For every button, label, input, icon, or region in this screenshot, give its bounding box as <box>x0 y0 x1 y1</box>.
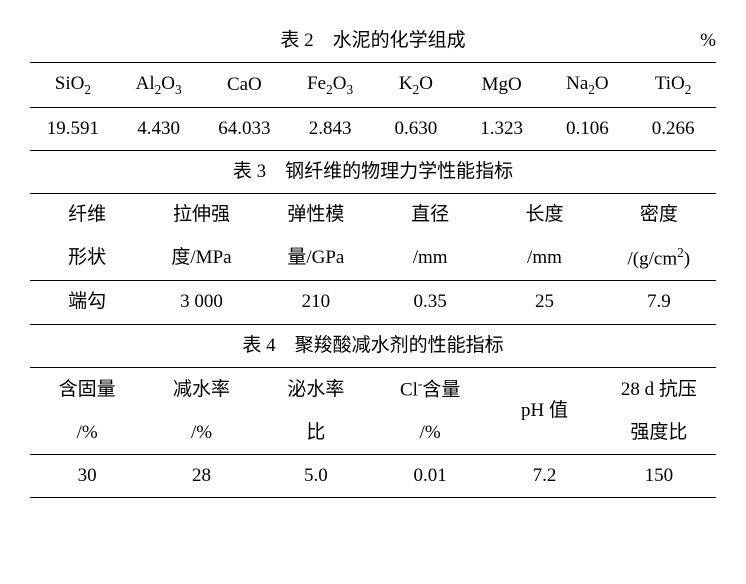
table3-caption: 表 3 钢纤维的物理力学性能指标 <box>30 157 716 187</box>
t4-h1-3: Cl-含量 <box>373 368 487 412</box>
t3-h2-5: /(g/cm2) <box>602 237 716 281</box>
t4-h1-2: 泌水率 <box>259 368 373 412</box>
t3-h2-3: /mm <box>373 237 487 281</box>
table2-h0: SiO2 <box>30 63 116 107</box>
t3-h1-5: 密度 <box>602 194 716 237</box>
table2-v0: 19.591 <box>30 107 116 150</box>
table3-title: 表 3 钢纤维的物理力学性能指标 <box>233 161 513 182</box>
table3-header-row1: 纤维 拉伸强 弹性模 直径 长度 密度 <box>30 194 716 237</box>
table2-v4: 0.630 <box>373 107 459 150</box>
table3: 纤维 拉伸强 弹性模 直径 长度 密度 形状 度/MPa 量/GPa /mm /… <box>30 193 716 324</box>
t4-v5: 150 <box>602 455 716 498</box>
table2-caption: 表 2 水泥的化学组成 % <box>30 26 716 56</box>
t4-h1-5: 28 d 抗压 <box>602 368 716 412</box>
table2-v2: 64.033 <box>202 107 288 150</box>
t3-h1-1: 拉伸强 <box>144 194 258 237</box>
table2-v6: 0.106 <box>545 107 631 150</box>
table4-data-row: 30 28 5.0 0.01 7.2 150 <box>30 455 716 498</box>
table2: SiO2 Al2O3 CaO Fe2O3 K2O MgO Na2O TiO2 1… <box>30 62 716 151</box>
table2-h6: Na2O <box>545 63 631 107</box>
table2-data-row: 19.591 4.430 64.033 2.843 0.630 1.323 0.… <box>30 107 716 150</box>
t3-v3: 0.35 <box>373 281 487 324</box>
table2-h3: Fe2O3 <box>287 63 373 107</box>
t4-h2-0: /% <box>30 412 144 455</box>
table2-h5: MgO <box>459 63 545 107</box>
t4-h1-0: 含固量 <box>30 368 144 412</box>
table4-title: 表 4 聚羧酸减水剂的性能指标 <box>242 335 503 356</box>
t3-v2: 210 <box>259 281 373 324</box>
table2-h1: Al2O3 <box>116 63 202 107</box>
t4-h2-2: 比 <box>259 412 373 455</box>
t4-h2-1: /% <box>144 412 258 455</box>
t3-v0: 端勾 <box>30 281 144 324</box>
table4-header-row2: /% /% 比 /% 强度比 <box>30 412 716 455</box>
table2-h2: CaO <box>202 63 288 107</box>
table2-header-row: SiO2 Al2O3 CaO Fe2O3 K2O MgO Na2O TiO2 <box>30 63 716 107</box>
t3-h2-1: 度/MPa <box>144 237 258 281</box>
table2-v5: 1.323 <box>459 107 545 150</box>
t4-v2: 5.0 <box>259 455 373 498</box>
t3-h2-0: 形状 <box>30 237 144 281</box>
table2-v1: 4.430 <box>116 107 202 150</box>
table2-title: 表 2 水泥的化学组成 <box>280 30 465 51</box>
t4-h1-1: 减水率 <box>144 368 258 412</box>
table4: 含固量 减水率 泌水率 Cl-含量 pH 值 28 d 抗压 /% /% 比 /… <box>30 367 716 498</box>
table2-v7: 0.266 <box>630 107 716 150</box>
t3-v5: 7.9 <box>602 281 716 324</box>
t4-v4: 7.2 <box>487 455 601 498</box>
t3-h2-4: /mm <box>487 237 601 281</box>
t3-h1-3: 直径 <box>373 194 487 237</box>
t4-h2-3: /% <box>373 412 487 455</box>
table4-header-row1: 含固量 减水率 泌水率 Cl-含量 pH 值 28 d 抗压 <box>30 368 716 412</box>
table2-v3: 2.843 <box>287 107 373 150</box>
t3-h2-2: 量/GPa <box>259 237 373 281</box>
table2-unit: % <box>700 26 716 56</box>
table4-caption: 表 4 聚羧酸减水剂的性能指标 <box>30 331 716 361</box>
t4-h-merged: pH 值 <box>487 368 601 455</box>
t4-v0: 30 <box>30 455 144 498</box>
t4-v1: 28 <box>144 455 258 498</box>
t3-v1: 3 000 <box>144 281 258 324</box>
t4-h2-5: 强度比 <box>602 412 716 455</box>
table2-h7: TiO2 <box>630 63 716 107</box>
t3-v4: 25 <box>487 281 601 324</box>
t3-h1-0: 纤维 <box>30 194 144 237</box>
t4-v3: 0.01 <box>373 455 487 498</box>
table3-header-row2: 形状 度/MPa 量/GPa /mm /mm /(g/cm2) <box>30 237 716 281</box>
table3-data-row: 端勾 3 000 210 0.35 25 7.9 <box>30 281 716 324</box>
t3-h1-2: 弹性模 <box>259 194 373 237</box>
t3-h1-4: 长度 <box>487 194 601 237</box>
table2-h4: K2O <box>373 63 459 107</box>
